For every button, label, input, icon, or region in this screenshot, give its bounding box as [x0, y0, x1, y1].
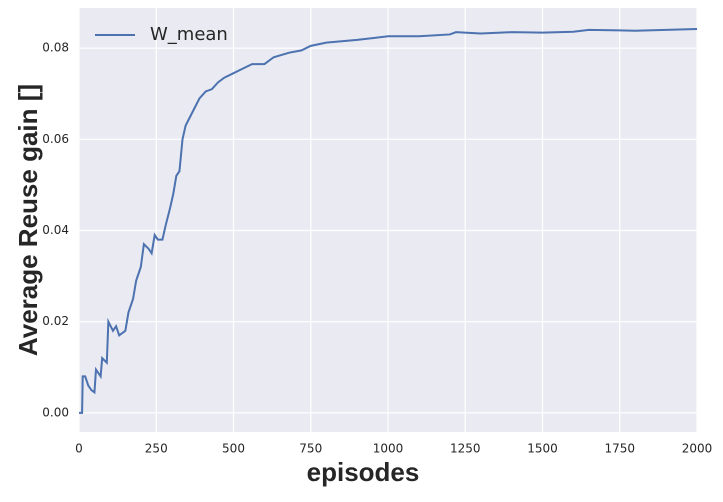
x-tick-label: 250: [145, 442, 168, 456]
x-tick-label: 750: [299, 442, 322, 456]
y-tick-label: 0.00: [42, 405, 69, 419]
legend-label: W_mean: [150, 24, 228, 45]
x-axis-label: episodes: [307, 457, 420, 487]
y-tick-label: 0.06: [42, 132, 69, 146]
x-tick-label: 0: [75, 442, 83, 456]
y-tick-label: 0.08: [42, 41, 69, 55]
y-tick-label: 0.02: [42, 314, 69, 328]
x-tick-label: 1750: [604, 442, 635, 456]
y-axis-label: Average Reuse gain []: [13, 84, 43, 356]
y-tick-label: 0.04: [42, 223, 69, 237]
x-tick-label: 2000: [682, 442, 713, 456]
x-tick-label: 1000: [373, 442, 404, 456]
x-tick-label: 500: [222, 442, 245, 456]
x-tick-label: 1500: [527, 442, 558, 456]
x-tick-label: 1250: [450, 442, 481, 456]
line: [79, 27, 698, 414]
